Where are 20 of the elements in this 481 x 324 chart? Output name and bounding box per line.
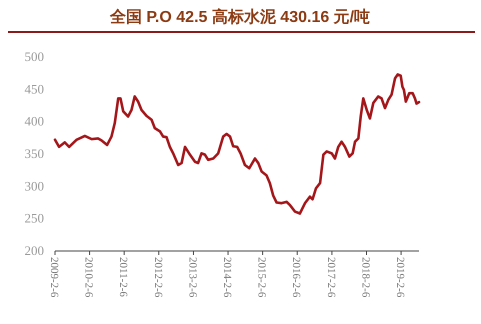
y-tick-label: 200	[24, 243, 44, 258]
x-tick-label: 2018-2-6	[360, 257, 372, 298]
x-tick-label: 2016-2-6	[290, 257, 302, 298]
y-tick-label: 250	[24, 210, 44, 226]
x-tick-label: 2010-2-6	[82, 257, 95, 298]
x-tick-label: 2012-2-6	[152, 257, 164, 298]
y-tick-label: 400	[24, 114, 44, 129]
y-tick-label: 300	[24, 178, 44, 194]
chart-title: 全国 P.O 42.5 高标水泥 430.16 元/吨	[108, 7, 370, 26]
x-tick-label: 2009-2-6	[48, 257, 60, 298]
x-tick-label: 2019-2-6	[394, 257, 406, 298]
x-tick-label: 2013-2-6	[186, 257, 198, 298]
x-tick-label: 2011-2-6	[117, 257, 130, 298]
y-tick-label: 450	[24, 81, 44, 96]
y-tick-label: 500	[24, 49, 44, 64]
line-series	[54, 73, 420, 215]
x-tick-label: 2014-2-6	[221, 257, 234, 298]
x-tick-label: 2015-2-6	[256, 257, 268, 298]
x-tick-label: 2017-2-6	[324, 257, 337, 298]
y-tick-label: 350	[24, 146, 44, 161]
